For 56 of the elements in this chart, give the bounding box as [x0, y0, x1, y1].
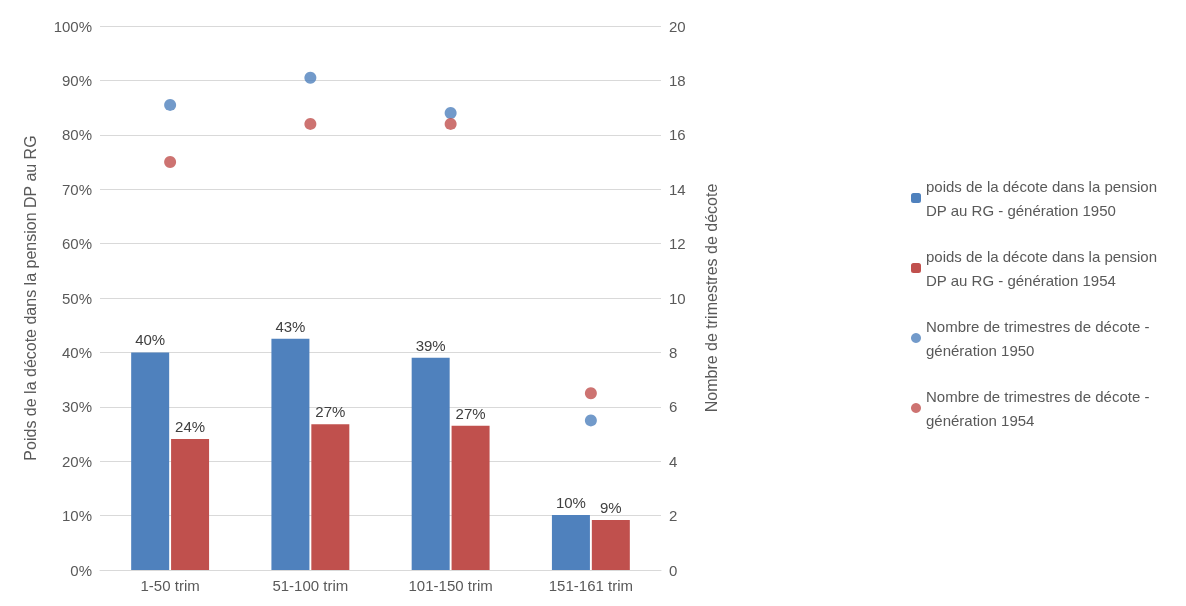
x-tick-label: 101-150 trim	[408, 577, 493, 594]
point	[164, 98, 177, 111]
x-tick-label: 51-100 trim	[272, 577, 349, 594]
bar	[411, 357, 450, 570]
data-label: 27%	[455, 404, 486, 422]
data-label: 10%	[555, 494, 586, 512]
y-tick-label: 50%	[61, 289, 92, 307]
y-tick-label: 30%	[61, 398, 92, 416]
y2-tick-label: 16	[669, 126, 686, 144]
y2-tick-label: 10	[669, 289, 686, 307]
y2-tick-label: 18	[669, 71, 686, 89]
point	[584, 387, 597, 400]
point	[584, 414, 597, 427]
bar	[311, 424, 350, 570]
point	[444, 107, 457, 120]
y-tick-label: 90%	[61, 71, 92, 89]
data-label: 43%	[275, 317, 306, 335]
point	[304, 117, 317, 130]
y2-tick-label: 6	[669, 398, 678, 416]
y-tick-label: 40%	[61, 343, 92, 361]
data-label: 9%	[599, 498, 622, 516]
y-tick-label: 0%	[70, 561, 92, 579]
y-tick-label: 80%	[61, 126, 92, 144]
bar	[171, 438, 210, 570]
y2-tick-label: 8	[669, 343, 678, 361]
y-tick-label: 10%	[61, 507, 92, 525]
y-axis-title: Poids de la décote dans la pension DP au RG	[21, 135, 39, 461]
data-label: 39%	[415, 336, 446, 354]
point	[164, 156, 177, 168]
bar	[271, 338, 310, 570]
legend-label: poids de la décote dans la pension DP au RG - génération 1954	[926, 247, 1162, 289]
point	[304, 71, 317, 84]
y2-tick-label: 20	[669, 17, 686, 35]
y2-tick-label: 4	[669, 452, 678, 470]
y2-tick-label: 2	[669, 507, 678, 525]
point	[444, 117, 457, 130]
data-label: 27%	[315, 403, 346, 421]
x-tick-label: 1-50 trim	[140, 577, 200, 594]
data-label: 40%	[135, 331, 166, 349]
legend-label: Nombre de trimestres de décote - génération 1954	[926, 387, 1154, 429]
y-tick-label: 100%	[53, 17, 92, 35]
legend-label: poids de la décote dans la pension DP au RG - génération 1950	[926, 177, 1162, 219]
y-tick-label: 70%	[61, 180, 92, 198]
bar	[131, 352, 170, 570]
x-tick-label: 151-161 trim	[548, 577, 633, 594]
bar	[551, 515, 590, 570]
y-tick-label: 60%	[61, 235, 92, 253]
bar	[451, 425, 490, 570]
data-label: 24%	[175, 417, 206, 435]
y2-axis-title: Nombre de trimestres de décote	[702, 183, 720, 413]
y2-tick-label: 14	[669, 180, 686, 198]
bar	[591, 519, 630, 570]
y2-tick-label: 12	[669, 235, 686, 253]
y-tick-label: 20%	[61, 452, 92, 470]
legend-label: Nombre de trimestres de décote - génération 1950	[926, 317, 1154, 359]
y2-tick-label: 0	[669, 561, 678, 579]
